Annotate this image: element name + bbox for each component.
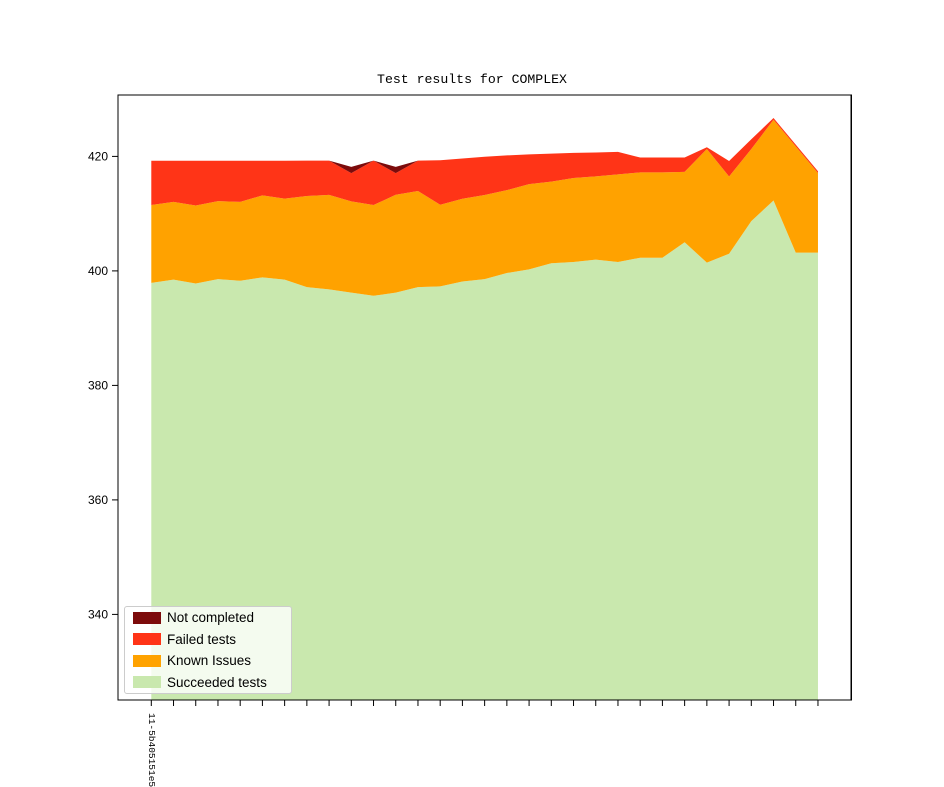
svg-text:380: 380	[88, 378, 108, 392]
svg-text:420: 420	[88, 149, 108, 163]
svg-text:360: 360	[88, 493, 108, 507]
svg-text:340: 340	[88, 607, 108, 621]
svg-text:400: 400	[88, 264, 108, 278]
